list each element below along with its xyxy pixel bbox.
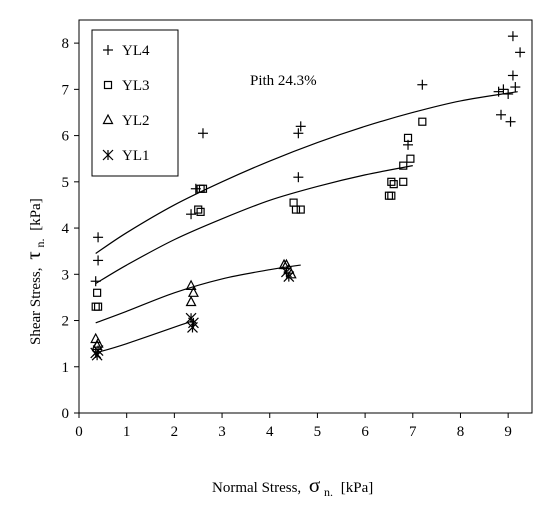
point-yl3	[399, 177, 408, 186]
legend-marker-yl3	[103, 80, 113, 90]
point-yl4	[293, 172, 304, 183]
x-tick-label: 6	[361, 424, 369, 440]
point-yl4	[493, 86, 504, 97]
point-yl4	[417, 79, 428, 90]
legend-marker-yl4	[103, 45, 113, 55]
axes: 0 1 2 3 4 5 6 7 8 9 0 1 2 3 4 5 6 7 8	[62, 36, 512, 440]
point-yl4	[515, 47, 526, 58]
point-yl4	[93, 255, 104, 266]
x-tick-label: 5	[314, 424, 322, 440]
point-yl4	[90, 276, 101, 287]
legend-box	[91, 29, 179, 177]
point-yl1	[92, 345, 104, 357]
y-tick-label: 4	[62, 221, 70, 237]
legend-marker-yl1	[102, 149, 114, 161]
x-tick-label: 1	[123, 424, 131, 440]
x-tick-label: 4	[266, 424, 274, 440]
x-axis-title-sub: n.	[324, 485, 333, 499]
point-yl4	[186, 209, 197, 220]
annotation-pith: Pith 24.3%	[250, 73, 317, 89]
y-tick-label: 2	[62, 314, 70, 330]
point-yl4	[503, 88, 514, 99]
point-yl4	[197, 128, 208, 139]
y-tick-label: 6	[62, 129, 70, 145]
fit-line-yl3	[95, 165, 413, 285]
point-yl4	[507, 70, 518, 81]
y-tick-label: 7	[62, 82, 70, 98]
x-tick-label: 2	[171, 424, 179, 440]
point-yl4	[505, 116, 516, 127]
fit-line-yl4	[95, 91, 518, 254]
point-yl3	[406, 154, 415, 163]
point-yl3	[387, 191, 396, 200]
point-yl4	[498, 84, 509, 95]
point-yl2	[187, 286, 199, 297]
legend-marker-yl2	[102, 113, 114, 125]
legend-label-yl4: YL4	[122, 43, 150, 59]
x-axis-title-symbol: σ	[309, 473, 320, 497]
y-tick-label: 0	[62, 406, 70, 422]
y-axis-title-prefix: Shear Stress,	[28, 268, 44, 346]
x-axis-title-unit: [kPa]	[341, 480, 374, 496]
point-yl3	[399, 161, 408, 170]
point-yl4	[93, 232, 104, 243]
point-yl3	[196, 207, 205, 216]
x-tick-label: 8	[457, 424, 465, 440]
point-yl4	[295, 121, 306, 132]
point-yl3	[194, 205, 203, 214]
x-axis-title-prefix: Normal Stress,	[212, 480, 301, 496]
y-tick-label: 3	[62, 267, 70, 283]
point-yl3	[418, 117, 427, 126]
plot-frame	[78, 19, 533, 414]
legend: YL4 YL3 YL2 YL1	[91, 29, 179, 177]
x-tick-label: 7	[409, 424, 417, 440]
y-axis-title: Shear Stress, τ n. [kPa]	[21, 198, 48, 345]
fit-line-yl2	[95, 264, 301, 324]
fit-line-yl1	[95, 319, 194, 354]
x-tick-label: 9	[504, 424, 512, 440]
point-yl3	[403, 133, 413, 142]
point-yl1	[187, 322, 198, 333]
y-tick-label: 1	[62, 360, 70, 376]
point-yl3	[387, 177, 396, 186]
data-markers	[90, 31, 526, 361]
point-yl3	[93, 302, 103, 311]
x-tick-label: 3	[218, 424, 226, 440]
legend-label-yl2: YL2	[122, 113, 150, 129]
point-yl1	[283, 271, 295, 283]
plot-area	[78, 19, 533, 414]
point-yl2	[185, 279, 197, 290]
y-axis-title-sub: n.	[33, 239, 47, 248]
fit-lines	[95, 91, 518, 354]
legend-label-yl3: YL3	[122, 78, 150, 94]
point-yl3	[198, 184, 208, 193]
point-yl3	[291, 205, 301, 214]
y-axis-title-unit: [kPa]	[28, 198, 44, 231]
point-yl3	[296, 205, 305, 214]
point-yl4	[496, 109, 507, 120]
point-yl3	[389, 180, 398, 189]
point-yl4	[293, 128, 304, 139]
point-yl2	[185, 295, 197, 307]
point-yl3	[91, 302, 100, 311]
y-tick-label: 5	[62, 175, 70, 191]
point-yl4	[507, 31, 518, 42]
point-yl3	[93, 288, 102, 297]
point-yl4	[510, 82, 521, 93]
y-axis-title-symbol: τ	[21, 251, 45, 259]
legend-label-yl1: YL1	[122, 148, 150, 164]
point-yl3	[384, 191, 394, 200]
point-yl3	[289, 198, 298, 207]
x-axis-title: Normal Stress, σ n. [kPa]	[212, 473, 373, 500]
x-tick-label: 0	[75, 424, 83, 440]
y-tick-label: 8	[62, 36, 70, 52]
